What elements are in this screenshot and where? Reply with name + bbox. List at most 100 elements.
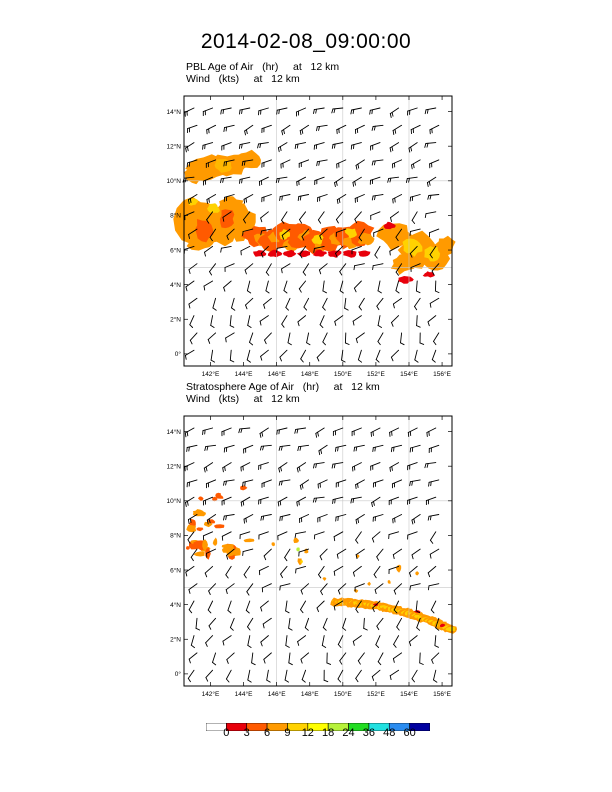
- wind-barb: [363, 617, 365, 629]
- wind-barb: [284, 669, 288, 681]
- wind-barb-flag: [363, 627, 368, 631]
- wind-barb-flag: [204, 572, 208, 578]
- wind-barb-flag: [280, 445, 283, 451]
- wind-barb-flag: [225, 480, 227, 486]
- wind-barb-flag: [277, 147, 280, 153]
- wind-barb-flag: [243, 574, 247, 579]
- wind-barb-flag: [294, 144, 297, 150]
- wind-barb-flag: [339, 271, 343, 276]
- wind-barb-flag: [189, 518, 192, 523]
- wind-barb: [344, 297, 347, 309]
- wind-barb-flag: [409, 230, 411, 236]
- wind-barb-flag: [391, 111, 394, 117]
- wind-barb-flag: [245, 609, 250, 614]
- wind-barb: [243, 444, 254, 450]
- wind-barb: [261, 159, 272, 164]
- wind-barb: [332, 427, 344, 432]
- wind-barb-flag: [339, 290, 344, 294]
- wind-barb: [279, 583, 291, 587]
- wind-barb-flag: [265, 271, 270, 276]
- wind-barb-flag: [243, 160, 246, 166]
- wind-barb-flag: [433, 679, 438, 683]
- wind-barb-flag: [278, 446, 281, 451]
- wind-barb-flag: [353, 265, 356, 271]
- wind-barb: [277, 496, 288, 503]
- wind-barb-flag: [408, 641, 412, 647]
- lon-tick-label: 156°E: [433, 370, 451, 378]
- wind-barb: [264, 332, 272, 341]
- wind-barb-flag: [371, 195, 374, 201]
- wind-barb-flag: [222, 177, 224, 183]
- wind-barb-flag: [242, 481, 244, 487]
- lon-tick-label: 154°E: [400, 370, 418, 378]
- age-contour-fill: [207, 203, 220, 213]
- wind-barb-flag: [205, 677, 209, 682]
- wind-barb: [391, 444, 403, 449]
- wind-barb-flag: [186, 500, 189, 506]
- wind-barb-flag: [389, 177, 392, 183]
- wind-barb: [247, 617, 254, 628]
- wind-barb: [244, 263, 254, 271]
- wind-barb-flag: [371, 109, 373, 115]
- wind-barb-flag: [260, 217, 263, 223]
- wind-barb-flag: [374, 254, 378, 259]
- main-title: 2014-02-08_09:00:00: [200, 30, 412, 53]
- wind-barb-flag: [389, 675, 392, 681]
- age-contour-fill: [212, 537, 218, 546]
- wind-barb-flag: [281, 195, 283, 201]
- wind-barb-flag: [301, 236, 305, 241]
- wind-barb: [222, 462, 232, 469]
- wind-barb: [370, 427, 381, 433]
- wind-barb-flag: [313, 248, 315, 253]
- age-contour-fill: [415, 571, 419, 576]
- wind-barb: [225, 669, 232, 680]
- wind-barb-flag: [375, 644, 380, 648]
- wind-barb-flag: [299, 485, 302, 490]
- colorbar: [205, 718, 431, 736]
- wind-barb-flag: [188, 269, 191, 274]
- wind-barb: [355, 479, 365, 486]
- wind-barb: [202, 531, 214, 537]
- wind-barb: [351, 107, 362, 111]
- wind-barb-flag: [294, 533, 297, 539]
- wind-barb-flag: [279, 356, 282, 362]
- wind-barb-flag: [355, 519, 358, 525]
- lat-tick-label: 2°N: [170, 316, 181, 324]
- wind-barb: [227, 600, 232, 611]
- wind-barb-flag: [377, 341, 381, 346]
- wind-barb-flag: [342, 627, 347, 631]
- wind-barb: [389, 245, 400, 252]
- wind-barb-flag: [288, 662, 293, 666]
- wind-barb-flag: [344, 307, 349, 311]
- wind-barb-flag: [300, 358, 304, 363]
- wind-barb-flag: [334, 182, 336, 188]
- wind-barb: [353, 280, 362, 289]
- age-contour-fill: [236, 149, 261, 169]
- wind-barb: [260, 635, 269, 643]
- wind-barb-flag: [189, 324, 194, 328]
- wind-barb: [258, 496, 269, 501]
- wind-barb-flag: [371, 676, 375, 681]
- wind-barb: [298, 548, 310, 553]
- wind-barb-flag: [333, 108, 336, 114]
- wind-barb: [410, 583, 421, 587]
- wind-barb-flag: [353, 287, 357, 293]
- wind-barb: [202, 142, 214, 146]
- wind-barb-flag: [223, 127, 225, 133]
- wind-barb: [247, 669, 251, 681]
- wind-barb-flag: [247, 626, 251, 631]
- wind-barb-flag: [276, 247, 278, 253]
- wind-barb-flag: [284, 557, 288, 562]
- wind-barb-flag: [355, 446, 358, 452]
- wind-barb: [261, 194, 272, 199]
- wind-barb-flag: [184, 432, 187, 438]
- wind-barb: [261, 124, 272, 130]
- lat-tick-label: 8°N: [170, 212, 181, 220]
- wind-barb: [419, 652, 421, 664]
- wind-barb-flag: [393, 590, 397, 595]
- age-contour-fill: [267, 249, 283, 258]
- wind-barb: [370, 142, 381, 147]
- wind-barb-flag: [354, 180, 356, 186]
- wind-barb-flag: [187, 539, 191, 544]
- wind-barb-flag: [245, 197, 247, 203]
